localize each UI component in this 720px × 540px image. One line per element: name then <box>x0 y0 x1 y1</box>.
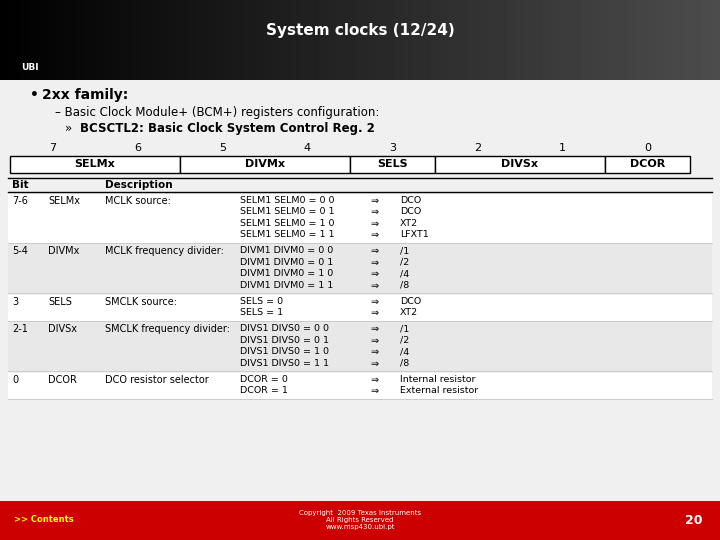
Text: /8: /8 <box>400 359 409 368</box>
Text: DCOR: DCOR <box>48 375 77 385</box>
Text: ⇒: ⇒ <box>370 359 378 369</box>
Text: DCOR = 1: DCOR = 1 <box>240 387 288 395</box>
Bar <box>605 156 690 173</box>
Text: /4: /4 <box>400 269 409 279</box>
Text: XT2: XT2 <box>400 219 418 228</box>
Bar <box>350 156 435 173</box>
Text: SELM1 SELM0 = 1 1: SELM1 SELM0 = 1 1 <box>240 231 335 239</box>
Text: /2: /2 <box>400 258 409 267</box>
Text: SELS = 1: SELS = 1 <box>240 308 283 318</box>
Text: 20: 20 <box>685 514 702 527</box>
Text: DIVMx: DIVMx <box>48 246 79 256</box>
Text: /2: /2 <box>400 336 409 345</box>
Text: SELM1 SELM0 = 0 1: SELM1 SELM0 = 0 1 <box>240 207 335 217</box>
Text: ⇒: ⇒ <box>370 375 378 385</box>
Text: ⇒: ⇒ <box>370 325 378 334</box>
Text: /1: /1 <box>400 246 409 255</box>
Text: Description: Description <box>105 180 173 190</box>
Bar <box>435 156 605 173</box>
Text: ⇒: ⇒ <box>370 207 378 218</box>
Text: LFXT1: LFXT1 <box>400 231 428 239</box>
Text: 2: 2 <box>474 143 481 153</box>
Text: MCLK source:: MCLK source: <box>105 196 171 206</box>
Text: SELMx: SELMx <box>48 196 80 206</box>
Text: SMCLK source:: SMCLK source: <box>105 297 177 307</box>
Bar <box>8 373 712 399</box>
Text: DIVS1 DIVS0 = 0 1: DIVS1 DIVS0 = 0 1 <box>240 336 329 345</box>
Text: /1: /1 <box>400 325 409 333</box>
Text: DCO resistor selector: DCO resistor selector <box>105 375 209 385</box>
Text: SELS: SELS <box>48 297 72 307</box>
Text: DIVSx: DIVSx <box>502 159 539 170</box>
Bar <box>8 295 712 321</box>
Text: SELM1 SELM0 = 0 0: SELM1 SELM0 = 0 0 <box>240 196 335 205</box>
Bar <box>180 156 350 173</box>
Text: UBI: UBI <box>22 63 39 72</box>
Text: ⇒: ⇒ <box>370 336 378 346</box>
Text: DIVS1 DIVS0 = 1 1: DIVS1 DIVS0 = 1 1 <box>240 359 329 368</box>
Text: Internal resistor: Internal resistor <box>400 375 475 384</box>
Text: SELS = 0: SELS = 0 <box>240 297 283 306</box>
Text: ⇒: ⇒ <box>370 281 378 291</box>
Text: ⇒: ⇒ <box>370 231 378 240</box>
Bar <box>8 194 712 243</box>
Text: DIVS1 DIVS0 = 0 0: DIVS1 DIVS0 = 0 0 <box>240 325 329 333</box>
Text: ⇒: ⇒ <box>370 258 378 268</box>
Text: DIVM1 DIVM0 = 1 0: DIVM1 DIVM0 = 1 0 <box>240 269 333 279</box>
Text: DIVM1 DIVM0 = 0 0: DIVM1 DIVM0 = 0 0 <box>240 246 333 255</box>
Text: DCOR: DCOR <box>630 159 665 170</box>
Text: ⇒: ⇒ <box>370 308 378 319</box>
Text: 6: 6 <box>134 143 141 153</box>
Text: XT2: XT2 <box>400 308 418 318</box>
Text: ⇒: ⇒ <box>370 196 378 206</box>
Text: ⇒: ⇒ <box>370 219 378 229</box>
Text: 2xx family:: 2xx family: <box>42 88 128 102</box>
Text: ⇒: ⇒ <box>370 297 378 307</box>
Text: 2-1: 2-1 <box>12 325 28 334</box>
Text: •: • <box>30 88 39 102</box>
Text: SELMx: SELMx <box>75 159 115 170</box>
Text: ⇒: ⇒ <box>370 269 378 279</box>
Text: DCO: DCO <box>400 297 421 306</box>
Text: External resistor: External resistor <box>400 387 478 395</box>
Text: ⇒: ⇒ <box>370 347 378 357</box>
Text: – Basic Clock Module+ (BCM+) registers configuration:: – Basic Clock Module+ (BCM+) registers c… <box>55 106 379 119</box>
Text: SELS: SELS <box>377 159 408 170</box>
Text: 4: 4 <box>304 143 311 153</box>
Text: 7-6: 7-6 <box>12 196 28 206</box>
Text: 3: 3 <box>12 297 18 307</box>
Text: DIVM1 DIVM0 = 1 1: DIVM1 DIVM0 = 1 1 <box>240 281 333 290</box>
Text: DIVS1 DIVS0 = 1 0: DIVS1 DIVS0 = 1 0 <box>240 347 329 356</box>
Text: ⇒: ⇒ <box>370 246 378 256</box>
Bar <box>8 322 712 372</box>
Text: Copyright  2009 Texas Instruments
All Rights Reserved
www.msp430.ubi.pt: Copyright 2009 Texas Instruments All Rig… <box>299 510 421 530</box>
Text: »: » <box>65 122 80 135</box>
Text: Bit: Bit <box>12 180 29 190</box>
Text: >> Contents: >> Contents <box>14 515 74 524</box>
Text: /4: /4 <box>400 347 409 356</box>
Text: ⇒: ⇒ <box>370 387 378 396</box>
Text: DCO: DCO <box>400 207 421 217</box>
Text: MCLK frequency divider:: MCLK frequency divider: <box>105 246 224 256</box>
Text: 3: 3 <box>389 143 396 153</box>
Text: DIVSx: DIVSx <box>48 325 77 334</box>
Bar <box>8 245 712 293</box>
Text: DIVMx: DIVMx <box>245 159 285 170</box>
Text: DCOR = 0: DCOR = 0 <box>240 375 288 384</box>
Text: System clocks (12/24): System clocks (12/24) <box>266 23 454 38</box>
Text: SMCLK frequency divider:: SMCLK frequency divider: <box>105 325 230 334</box>
Text: /8: /8 <box>400 281 409 290</box>
Bar <box>10 156 180 173</box>
Text: DIVM1 DIVM0 = 0 1: DIVM1 DIVM0 = 0 1 <box>240 258 333 267</box>
Text: 1: 1 <box>559 143 566 153</box>
Text: 5-4: 5-4 <box>12 246 28 256</box>
Text: 0: 0 <box>12 375 18 385</box>
Text: 0: 0 <box>644 143 651 153</box>
Text: DCO: DCO <box>400 196 421 205</box>
Text: 7: 7 <box>49 143 56 153</box>
Text: SELM1 SELM0 = 1 0: SELM1 SELM0 = 1 0 <box>240 219 335 228</box>
Text: BCSCTL2: Basic Clock System Control Reg. 2: BCSCTL2: Basic Clock System Control Reg.… <box>80 122 375 135</box>
Text: 5: 5 <box>219 143 226 153</box>
